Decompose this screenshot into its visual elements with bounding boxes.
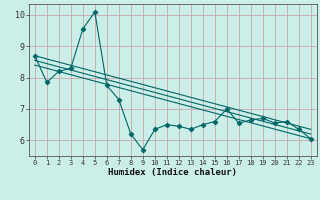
X-axis label: Humidex (Indice chaleur): Humidex (Indice chaleur) — [108, 168, 237, 177]
